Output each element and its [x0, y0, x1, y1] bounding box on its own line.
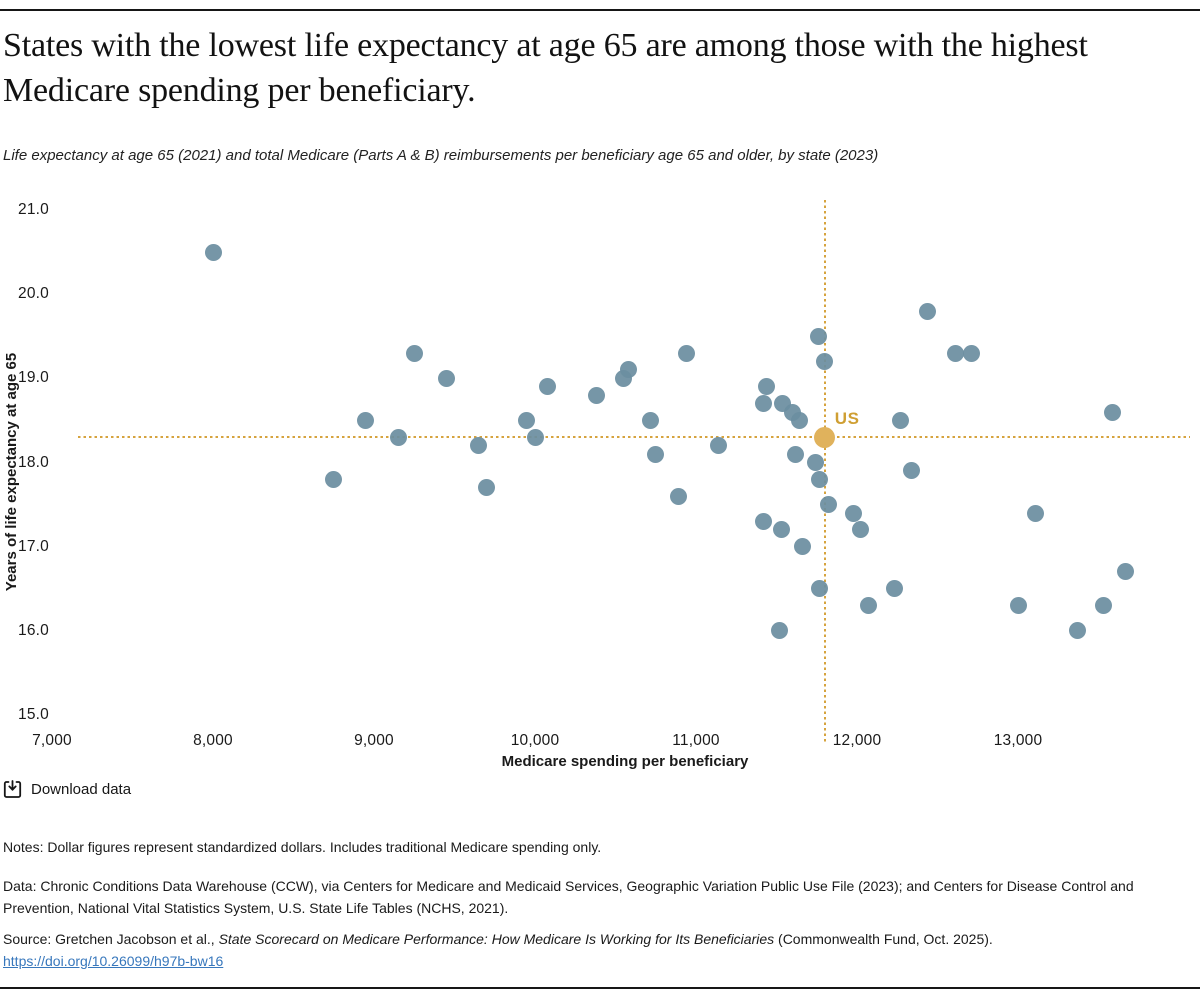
state-data-point[interactable] [787, 445, 805, 463]
state-data-point[interactable] [755, 512, 773, 530]
state-data-point[interactable] [677, 344, 695, 362]
source-report-title: State Scorecard on Medicare Performance:… [218, 931, 775, 947]
x-tick-label: 8,000 [193, 732, 233, 749]
y-tick-label: 21.0 [18, 201, 49, 218]
state-data-point[interactable] [851, 521, 869, 539]
state-data-point[interactable] [647, 445, 665, 463]
y-tick-label: 19.0 [18, 369, 49, 387]
state-data-point[interactable] [389, 428, 407, 446]
state-data-point[interactable] [587, 386, 605, 404]
data-source-text: Data: Chronic Conditions Data Warehouse … [3, 878, 1134, 916]
state-data-point[interactable] [669, 487, 687, 505]
state-data-point[interactable] [1094, 597, 1112, 615]
x-tick-label: 7,000 [32, 732, 72, 749]
x-tick-label: 12,000 [832, 732, 882, 749]
download-data-button[interactable]: Download data [3, 778, 131, 800]
x-tick-label: 11,000 [672, 732, 720, 749]
state-data-point[interactable] [946, 344, 964, 362]
state-data-point[interactable] [405, 344, 423, 362]
us-average-horizontal-line [78, 436, 1190, 439]
notes-text: Notes: Dollar figures represent standard… [3, 839, 602, 855]
state-data-point[interactable] [1104, 403, 1122, 421]
state-data-point[interactable] [919, 302, 937, 320]
state-data-point[interactable] [1027, 504, 1045, 522]
state-data-point[interactable] [811, 470, 829, 488]
source-suffix: (Commonwealth Fund, Oct. 2025). [774, 931, 993, 947]
x-tick-label: 10,000 [510, 732, 560, 749]
scatter-plot: Years of life expectancy at age 65 Medic… [3, 200, 1190, 770]
y-tick-label: 16.0 [18, 621, 49, 639]
state-data-point[interactable] [885, 580, 903, 598]
state-data-point[interactable] [772, 521, 790, 539]
download-label: Download data [31, 780, 132, 798]
y-tick-label: 18.0 [18, 453, 49, 471]
us-average-vertical-line [823, 200, 826, 742]
source-text: Source: Gretchen Jacobson et al., State … [3, 929, 1183, 972]
state-data-point[interactable] [1069, 622, 1087, 640]
source-prefix: Source: Gretchen Jacobson et al., [3, 931, 219, 947]
state-data-point[interactable] [642, 411, 660, 429]
state-data-point[interactable] [806, 454, 824, 471]
state-data-point[interactable] [437, 369, 455, 387]
state-data-point[interactable] [710, 437, 728, 455]
bottom-divider [0, 987, 1200, 989]
state-data-point[interactable] [845, 504, 863, 522]
doi-link[interactable]: https://doi.org/10.26099/h97b-bw16 [3, 952, 224, 969]
state-data-point[interactable] [470, 437, 488, 455]
state-data-point[interactable] [325, 470, 343, 488]
state-data-point[interactable] [758, 378, 776, 396]
state-data-point[interactable] [793, 538, 811, 556]
state-data-point[interactable] [526, 428, 544, 446]
us-average-point[interactable] [814, 426, 836, 448]
state-data-point[interactable] [819, 496, 837, 514]
x-tick-label: 13,000 [993, 732, 1043, 749]
state-data-point[interactable] [891, 411, 909, 429]
state-data-point[interactable] [539, 378, 557, 396]
state-data-point[interactable] [962, 344, 980, 362]
download-icon [3, 779, 22, 798]
y-tick-label: 15.0 [18, 706, 49, 723]
state-data-point[interactable] [903, 462, 921, 480]
y-tick-label: 20.0 [18, 285, 49, 303]
state-data-point[interactable] [518, 411, 536, 429]
x-axis-title: Medicare spending per beneficiary [501, 753, 749, 770]
state-data-point[interactable] [790, 411, 808, 429]
x-tick-label: 9,000 [354, 732, 394, 749]
state-data-point[interactable] [811, 580, 829, 598]
y-tick-label: 17.0 [18, 537, 49, 555]
state-data-point[interactable] [1009, 597, 1027, 615]
top-divider [0, 9, 1200, 11]
state-data-point[interactable] [809, 327, 827, 345]
page-title: States with the lowest life expectancy a… [3, 27, 1088, 109]
state-data-point[interactable] [619, 361, 637, 379]
state-data-point[interactable] [859, 597, 877, 615]
state-data-point[interactable] [771, 622, 789, 640]
state-data-point[interactable] [357, 411, 375, 429]
chart-subtitle: Life expectancy at age 65 (2021) and tot… [3, 147, 879, 164]
state-data-point[interactable] [816, 353, 834, 370]
state-data-point[interactable] [755, 395, 773, 413]
state-data-point[interactable] [204, 243, 222, 261]
state-data-point[interactable] [478, 479, 496, 497]
state-data-point[interactable] [1117, 563, 1135, 581]
us-label: US [834, 409, 860, 429]
